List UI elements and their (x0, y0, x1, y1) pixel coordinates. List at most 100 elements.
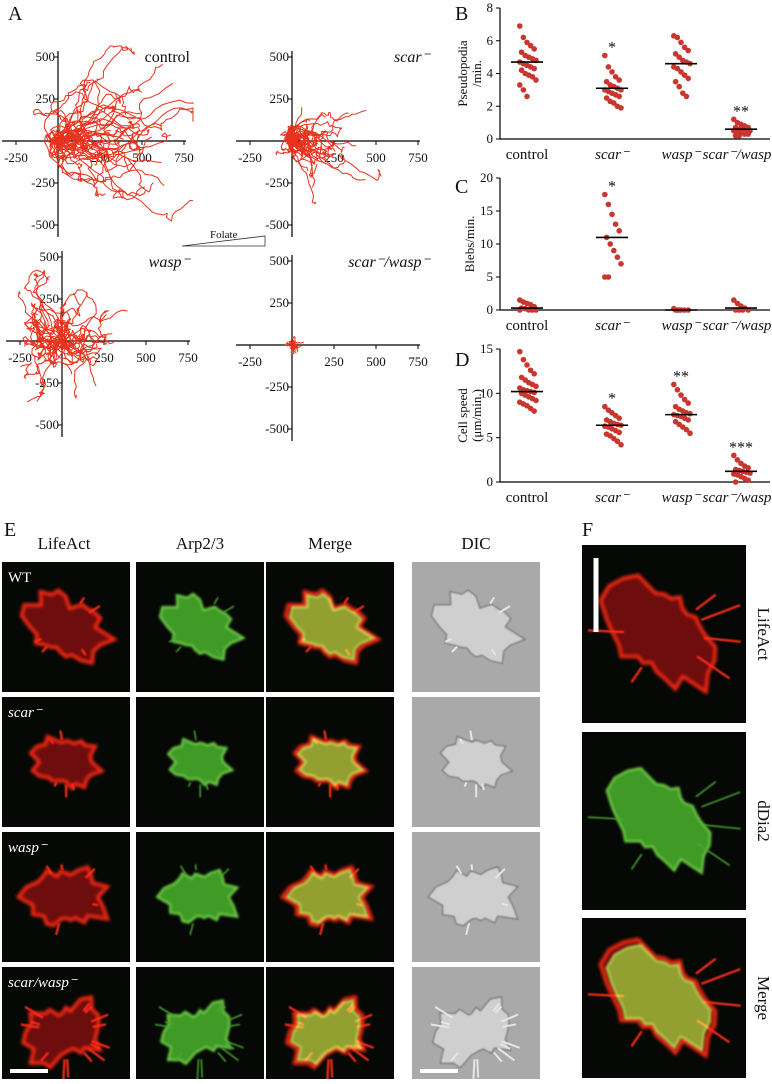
data-point (524, 39, 530, 46)
gradient-wedge (181, 235, 266, 247)
row-label: WT (8, 570, 31, 586)
significance-mark: ** (673, 368, 689, 385)
track-plot-title: wasp⁻ (149, 254, 192, 271)
data-point (674, 65, 681, 72)
cell (15, 864, 111, 928)
x-tick-label: 500 (136, 350, 156, 365)
data-point (678, 39, 684, 46)
cell-track (59, 99, 194, 144)
data-point (602, 403, 608, 410)
cell-track (288, 109, 367, 141)
x-tick-label: 750 (408, 150, 428, 165)
y-tick-label: -500 (35, 417, 59, 432)
cell-track (292, 336, 296, 344)
x-tick-label: control (506, 147, 549, 163)
data-point (732, 479, 739, 485)
data-point (517, 23, 523, 29)
cell-track (292, 129, 345, 153)
cell-track (293, 344, 298, 347)
x-tick-label: 250 (324, 150, 344, 165)
data-point (524, 93, 530, 100)
data-point (687, 410, 693, 417)
cell-track (58, 47, 135, 142)
y-axis-title: Blebs/min. (462, 216, 477, 273)
cell-track (282, 121, 339, 143)
data-point (518, 67, 525, 74)
cell-protrusion (168, 597, 235, 656)
y-tick-label: 500 (270, 253, 290, 268)
x-tick-label: -250 (238, 150, 262, 165)
row-label: scar⁻ (8, 705, 43, 721)
y-tick-label: -500 (265, 217, 289, 232)
cell-track (49, 129, 152, 161)
data-point (531, 46, 537, 52)
cell-track (48, 139, 146, 201)
y-axis-title: /min. (469, 60, 484, 87)
data-point (745, 477, 751, 484)
cell (166, 737, 235, 787)
y-tick-label: 250 (270, 295, 290, 310)
y-tick-label: 500 (36, 49, 56, 64)
y-axis-title: Cell speed (455, 388, 470, 443)
data-point (616, 429, 622, 436)
data-point (612, 221, 619, 227)
cell (28, 734, 106, 791)
data-point (609, 69, 615, 75)
data-point (616, 415, 622, 421)
column-header: Merge (308, 534, 352, 553)
y-tick-label: -250 (265, 175, 289, 190)
cell-track (54, 80, 127, 144)
cell-track (43, 45, 129, 144)
data-point (602, 52, 608, 59)
y-axis-title: Pseudopodia (455, 40, 470, 107)
cell-protrusion (179, 864, 233, 936)
y-tick-label: 250 (270, 91, 290, 106)
cell-track (61, 293, 97, 356)
data-point (602, 191, 608, 198)
track-plots: -250 250 500 750 500 250 -250 -500 control -250 25… (2, 45, 432, 441)
significance-mark: * (608, 179, 616, 196)
cell (430, 589, 527, 665)
cell-protrusion (34, 596, 101, 656)
data-point (618, 441, 624, 448)
data-point (616, 77, 622, 83)
cell-track (289, 342, 293, 346)
y-tick-label: 15 (480, 203, 493, 218)
cell-track (57, 82, 91, 151)
row-label: scar/wasp⁻ (8, 975, 78, 991)
data-point (734, 457, 741, 463)
cell-track (31, 307, 64, 340)
data-point (611, 100, 617, 106)
data-point (520, 356, 527, 363)
y-tick-label: -500 (31, 217, 55, 232)
data-point (674, 386, 681, 393)
data-point (672, 51, 679, 57)
y-tick-label: 0 (487, 131, 494, 146)
data-point (616, 93, 622, 100)
y-tick-label: -250 (35, 375, 59, 390)
data-point (683, 93, 690, 100)
cell (155, 868, 240, 924)
data-point (685, 75, 691, 82)
y-tick-label: -250 (31, 175, 55, 190)
x-tick-label: scar⁻ (595, 490, 630, 506)
panel-label: C (455, 176, 468, 198)
data-point (678, 392, 684, 398)
significance-mark: ** (733, 103, 749, 120)
x-tick-label: 750 (408, 354, 428, 369)
cell-track (26, 337, 66, 403)
cell-track (285, 342, 290, 347)
y-tick-label: 15 (480, 341, 493, 356)
cell-track (51, 123, 163, 162)
data-point (731, 452, 737, 459)
cell-track (290, 134, 316, 165)
data-point (685, 400, 691, 406)
significance-mark: * (608, 39, 616, 56)
track-plot-title: scar⁻/wasp⁻ (348, 254, 431, 271)
cell-track (289, 138, 320, 156)
data-point (531, 65, 537, 72)
data-point (605, 64, 612, 70)
data-point (745, 131, 751, 137)
data-point (518, 49, 525, 56)
